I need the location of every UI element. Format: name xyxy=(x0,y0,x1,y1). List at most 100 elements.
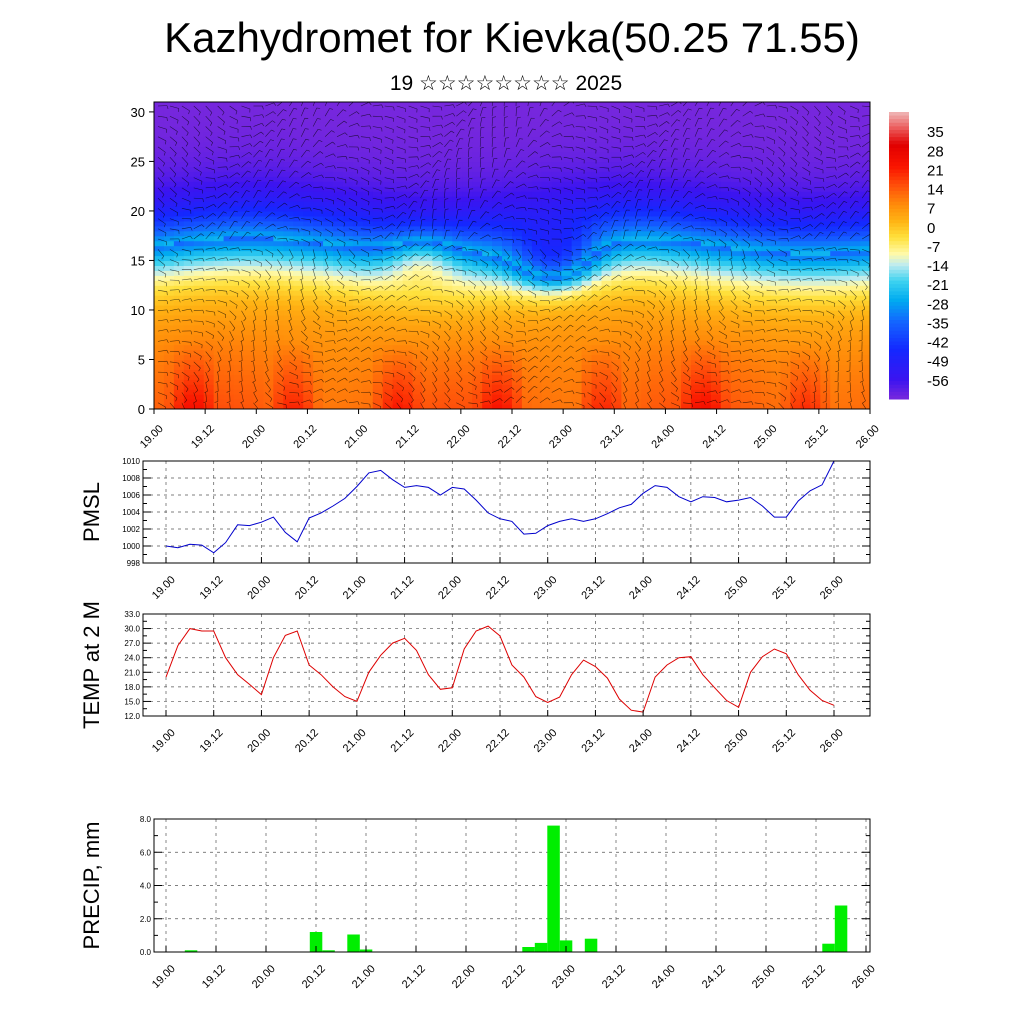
heatmap-cell xyxy=(730,394,742,400)
heatmap-cell xyxy=(472,324,483,331)
heatmap-cell xyxy=(273,399,284,405)
heatmap-cell xyxy=(671,196,682,202)
heatmap-cell xyxy=(700,344,712,351)
heatmap-cell xyxy=(173,329,185,336)
heatmap-cell xyxy=(820,102,831,108)
heatmap-cell xyxy=(342,131,354,138)
heatmap-cell xyxy=(571,374,583,380)
heatmap-cell xyxy=(651,300,662,306)
heatmap-cell xyxy=(521,131,533,138)
heatmap-cell xyxy=(601,339,613,346)
heatmap-cell xyxy=(154,334,165,341)
heatmap-cell xyxy=(760,260,772,266)
heatmap-cell xyxy=(243,186,255,192)
heatmap-cell xyxy=(521,260,533,266)
heatmap-cell xyxy=(671,151,682,158)
heatmap-cell xyxy=(820,186,831,192)
heatmap-cell xyxy=(323,151,334,158)
heatmap-cell xyxy=(173,156,185,163)
heatmap-cell xyxy=(263,265,274,271)
heatmap-cell xyxy=(352,354,364,361)
heatmap-cell xyxy=(193,255,205,262)
heatmap-cell xyxy=(482,379,493,385)
wind-barb xyxy=(181,146,189,154)
wind-barb xyxy=(217,183,226,189)
heatmap-cell xyxy=(193,404,205,409)
heatmap-cell xyxy=(333,171,344,177)
heatmap-cell xyxy=(641,171,652,177)
heatmap-cell xyxy=(651,399,662,405)
heatmap-cell xyxy=(432,324,443,331)
heatmap-cell xyxy=(700,319,712,326)
heatmap-cell xyxy=(860,181,870,187)
heatmap-cell xyxy=(790,314,801,321)
heatmap-cell xyxy=(422,339,434,346)
heatmap-cell xyxy=(163,305,175,311)
heatmap-cell xyxy=(770,394,782,400)
wind-barb-flag xyxy=(236,181,240,184)
heatmap-cell xyxy=(154,116,165,123)
heatmap-cell xyxy=(323,280,334,286)
heatmap-cell xyxy=(243,265,255,271)
heatmap-cell xyxy=(591,230,603,237)
heatmap-cell xyxy=(154,205,165,212)
heatmap-cell xyxy=(681,255,692,262)
heatmap-cell xyxy=(243,102,255,108)
heatmap-cell xyxy=(621,121,632,128)
heatmap-cell xyxy=(372,309,384,316)
heatmap-cell xyxy=(601,359,613,366)
heatmap-cell xyxy=(462,186,473,192)
heatmap-cell xyxy=(512,176,523,182)
heatmap-cell xyxy=(531,245,543,252)
wind-barb-flag xyxy=(255,297,259,301)
heatmap-cell xyxy=(372,181,384,187)
heatmap-cell xyxy=(750,156,762,163)
heatmap-cell xyxy=(601,210,613,217)
heatmap-cell xyxy=(333,394,344,400)
heatmap-cell xyxy=(412,186,424,192)
heatmap-cell xyxy=(422,106,434,113)
wind-barb-flag xyxy=(234,231,238,233)
heatmap-cell xyxy=(840,255,851,262)
heatmap-cell xyxy=(661,250,672,257)
heatmap-cell xyxy=(154,106,165,113)
heatmap-cell xyxy=(243,250,255,257)
heatmap-cell xyxy=(452,300,463,306)
heatmap-cell xyxy=(442,404,453,409)
heatmap-cell xyxy=(392,196,404,202)
heatmap-cell xyxy=(860,354,870,361)
heatmap-cell xyxy=(352,394,364,400)
heatmap-cell xyxy=(213,126,225,133)
heatmap-cell xyxy=(631,290,642,296)
wind-barb xyxy=(193,402,196,409)
heatmap-cell xyxy=(830,339,841,346)
heatmap-cell xyxy=(581,314,593,321)
heatmap-cell xyxy=(810,319,821,326)
heatmap-cell xyxy=(681,314,692,321)
heatmap-cell xyxy=(631,116,642,123)
wind-barb-flag xyxy=(197,122,201,126)
heatmap-cell xyxy=(720,270,732,276)
heatmap-cell xyxy=(631,181,642,187)
heatmap-cell xyxy=(631,305,642,311)
heatmap-cell xyxy=(850,220,861,227)
heatmap-cell xyxy=(193,384,205,390)
heatmap-cell xyxy=(740,191,752,197)
heatmap-cell xyxy=(611,260,622,266)
heatmap-cell xyxy=(750,136,762,143)
heatmap-cell xyxy=(700,369,712,375)
heatmap-cell xyxy=(173,176,185,182)
heatmap-cell xyxy=(641,191,652,197)
heatmap-cell xyxy=(422,384,434,390)
heatmap-cell xyxy=(691,136,702,143)
heatmap-cell xyxy=(681,389,692,395)
heatmap-cell xyxy=(382,404,394,409)
heatmap-cell xyxy=(661,161,672,167)
heatmap-cell xyxy=(830,309,841,316)
heatmap-cell xyxy=(850,176,861,182)
heatmap-cell xyxy=(203,314,215,321)
heatmap-cell xyxy=(850,161,861,167)
heatmap-cell xyxy=(323,191,334,197)
heatmap-cell xyxy=(710,374,722,380)
heatmap-cell xyxy=(651,260,662,266)
